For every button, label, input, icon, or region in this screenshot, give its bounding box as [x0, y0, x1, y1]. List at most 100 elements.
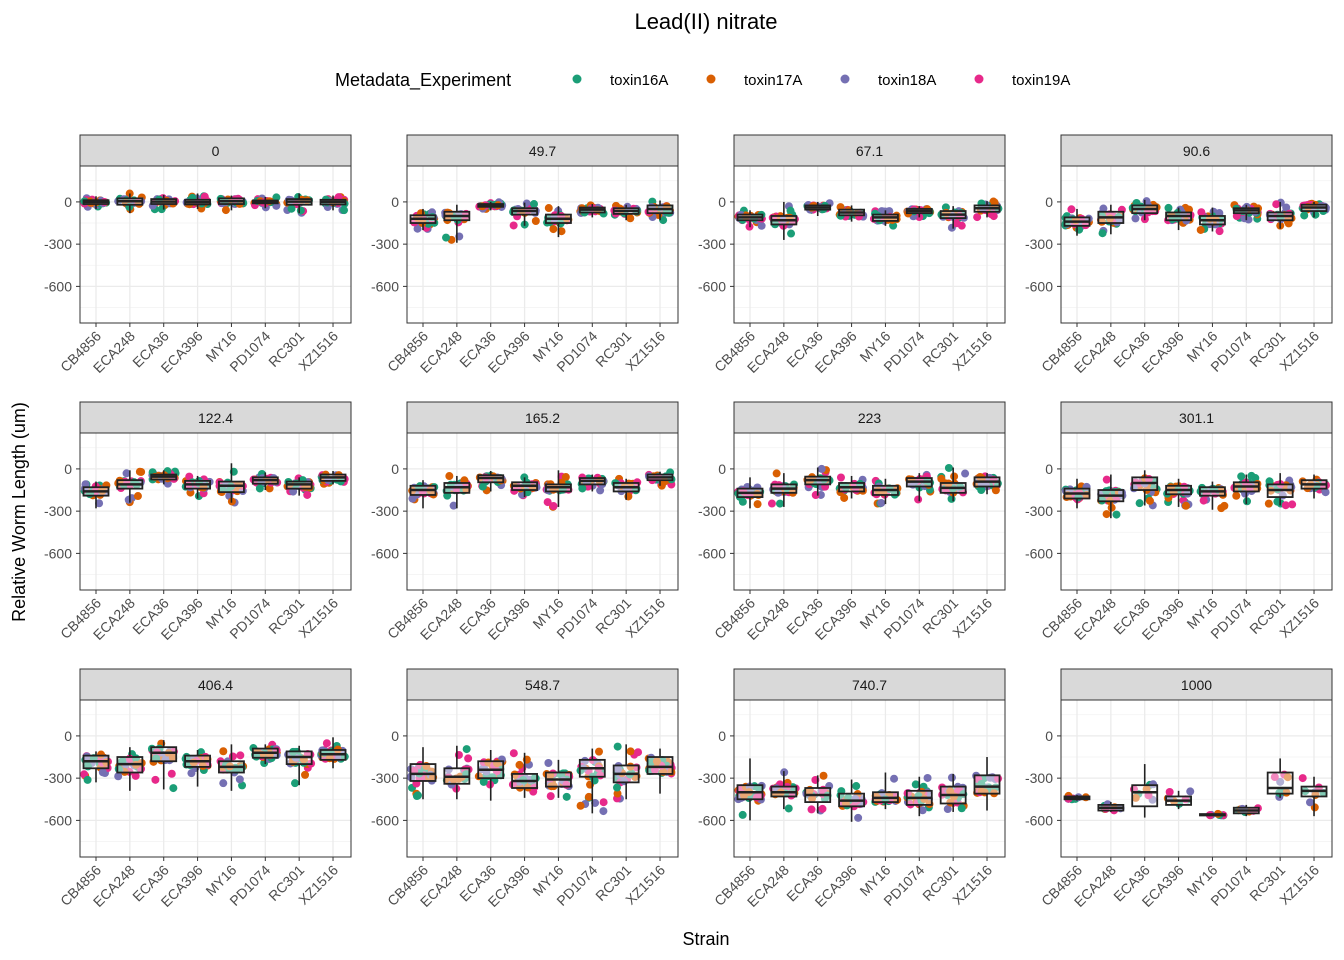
data-point: [937, 474, 946, 483]
facet-panel-165.2: 165.20-300-600CB4856ECA248ECA36ECA396MY1…: [371, 401, 679, 643]
data-point: [918, 806, 927, 815]
data-point: [1142, 197, 1151, 206]
data-point: [807, 805, 816, 814]
panel-border: [1060, 165, 1333, 324]
data-point: [787, 229, 796, 238]
data-point: [236, 751, 245, 760]
facet-strip: [406, 668, 679, 701]
legend: Metadata_Experiment toxin16A toxin17A toxi…: [335, 70, 1070, 91]
y-tick-label: 0: [1045, 728, 1053, 744]
data-point: [599, 798, 608, 807]
data-point: [167, 769, 176, 778]
data-point: [515, 760, 524, 769]
facet-label: 122.4: [198, 410, 233, 426]
legend-swatch-toxin16A: [572, 74, 582, 84]
chart-title: Lead(II) nitrate: [634, 9, 777, 34]
facet-label: 223: [858, 410, 882, 426]
data-point: [301, 770, 310, 779]
data-point: [818, 804, 827, 813]
data-point: [944, 463, 953, 472]
data-point: [973, 213, 982, 222]
data-point: [1199, 496, 1208, 505]
y-tick-label: -600: [371, 545, 399, 561]
data-point: [1165, 787, 1174, 796]
data-point: [946, 787, 955, 796]
data-point: [445, 472, 454, 481]
data-point: [757, 221, 766, 230]
facet-label: 740.7: [852, 677, 887, 693]
data-point: [626, 214, 635, 223]
data-point: [1288, 500, 1297, 509]
box-XZ1516: [973, 774, 1001, 795]
data-point: [557, 227, 566, 236]
y-tick-label: -600: [698, 545, 726, 561]
data-point: [961, 469, 970, 478]
data-point: [914, 495, 923, 504]
data-point: [413, 224, 422, 233]
y-tick-label: -600: [1025, 812, 1053, 828]
y-tick-label: -600: [44, 812, 72, 828]
data-point: [808, 794, 817, 803]
y-tick-label: -300: [1025, 770, 1053, 786]
y-tick-label: -300: [371, 503, 399, 519]
data-point: [890, 774, 899, 783]
data-point: [947, 773, 956, 782]
data-point: [767, 499, 776, 508]
panel-border: [79, 699, 352, 858]
y-tick-label: -300: [371, 770, 399, 786]
legend-swatch-toxin19A: [974, 74, 984, 84]
data-point: [303, 490, 312, 499]
y-tick-label: -300: [698, 770, 726, 786]
facet-panel-49.7: 49.70-300-600CB4856ECA248ECA36ECA396MY16…: [371, 134, 679, 376]
data-point: [168, 753, 177, 762]
data-point: [151, 775, 160, 784]
data-point: [238, 781, 247, 790]
panel-border: [406, 699, 679, 858]
data-point: [169, 784, 178, 793]
data-point: [83, 775, 92, 784]
data-point: [977, 485, 986, 494]
facet-panel-0: 00-300-600CB4856ECA248ECA36ECA396MY16PD1…: [44, 134, 352, 376]
data-point: [817, 464, 826, 473]
data-point: [509, 221, 518, 230]
data-point: [772, 469, 781, 478]
data-point: [1164, 203, 1173, 212]
y-tick-label: -600: [371, 278, 399, 294]
legend-label-toxin18A: toxin18A: [878, 72, 936, 89]
data-point: [255, 484, 264, 493]
data-point: [989, 212, 998, 221]
legend-swatch-toxin17A: [706, 74, 716, 84]
data-point: [1102, 510, 1111, 519]
data-point: [449, 501, 458, 510]
facet-strip: [733, 668, 1006, 701]
facet-panel-223: 2230-300-600CB4856ECA248ECA36ECA396MY16P…: [698, 401, 1006, 643]
y-tick-label: -300: [44, 770, 72, 786]
data-point: [1180, 482, 1189, 491]
data-point: [1264, 499, 1273, 508]
data-point: [652, 757, 661, 766]
data-point: [549, 502, 558, 511]
data-point: [1215, 227, 1224, 236]
data-point: [133, 492, 142, 501]
data-point: [1098, 229, 1107, 238]
facet-panel-90.6: 90.60-300-600CB4856ECA248ECA36ECA396MY16…: [1025, 134, 1333, 376]
y-tick-label: -300: [44, 236, 72, 252]
data-point: [561, 473, 570, 482]
y-tick-label: -600: [371, 812, 399, 828]
facet-strip: [406, 401, 679, 434]
box-CB4856: [409, 763, 437, 782]
facet-strip: [79, 668, 352, 701]
data-point: [786, 206, 795, 215]
facet-label: 49.7: [529, 143, 556, 159]
facet-strip: [733, 134, 1006, 167]
data-point: [131, 771, 140, 780]
data-point: [1135, 499, 1144, 508]
facet-label: 548.7: [525, 677, 560, 693]
y-tick-label: 0: [718, 728, 726, 744]
panel-border: [1060, 432, 1333, 591]
data-point: [1220, 501, 1229, 510]
legend-label-toxin19A: toxin19A: [1012, 72, 1070, 89]
data-point: [200, 192, 209, 201]
data-point: [442, 233, 451, 242]
y-tick-label: 0: [64, 461, 72, 477]
